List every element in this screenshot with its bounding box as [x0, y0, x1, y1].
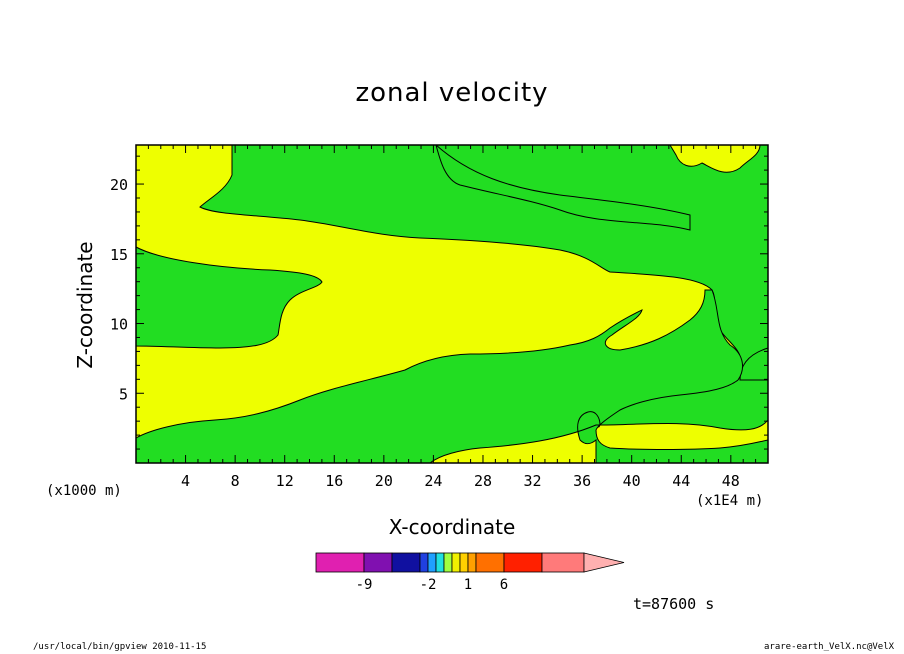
colorbar-swatch [435, 552, 445, 573]
colorbar-swatch [391, 552, 421, 573]
x-tick-label: 8 [231, 472, 240, 490]
x-tick-label: 16 [325, 472, 343, 490]
y-tick-label: 15 [110, 246, 128, 264]
x-tick-label: 48 [722, 472, 740, 490]
colorbar-label: 6 [500, 577, 508, 593]
footer-right: arare-earth_VelX.nc@VelX [764, 642, 895, 652]
colorbar-swatch [541, 552, 585, 573]
time-label: t=87600 s [633, 595, 715, 613]
contour-region-upper [199, 144, 769, 431]
x-tick-label: 24 [424, 472, 442, 490]
contour-region-lower [135, 289, 769, 464]
x-tick-label: 28 [474, 472, 492, 490]
x-unit-label-left: (x1000 m) [46, 483, 122, 499]
x-tick-label: 44 [672, 472, 690, 490]
colorbar-swatch [419, 552, 429, 573]
contour-region-middle [135, 246, 323, 349]
colorbar-swatch [315, 552, 365, 573]
colorbar-swatch [427, 552, 437, 573]
x-tick-label: 32 [524, 472, 542, 490]
x-axis-label: X-coordinate [388, 515, 516, 539]
colorbar-swatch [451, 552, 461, 573]
plot-frame [135, 144, 769, 464]
colorbar-swatch [475, 552, 505, 573]
x-tick-label: 4 [181, 472, 190, 490]
y-tick-label: 20 [110, 176, 128, 194]
colorbar-swatch [363, 552, 393, 573]
colorbar-label: -9 [356, 577, 373, 593]
colorbar-label: -2 [420, 577, 437, 593]
x-tick-label: 12 [276, 472, 294, 490]
y-ticks: 5 10 15 20 [110, 155, 768, 450]
x-tick-label: 36 [573, 472, 591, 490]
chart-title: zonal velocity [355, 78, 549, 108]
y-axis-label: Z-coordinate [73, 241, 97, 369]
colorbar: -9 -2 1 6 [315, 552, 625, 593]
y-tick-label: 10 [110, 316, 128, 334]
footer-left: /usr/local/bin/gpview 2010-11-15 [33, 642, 207, 652]
colorbar-label: 1 [464, 577, 472, 593]
colorbar-swatch [459, 552, 469, 573]
x-tick-label: 40 [623, 472, 641, 490]
colorbar-arrow [583, 552, 625, 573]
colorbar-swatch [503, 552, 543, 573]
colorbar-swatch [443, 552, 453, 573]
x-unit-label-right: (x1E4 m) [696, 493, 764, 509]
x-ticks: 4 8 12 16 20 24 28 32 36 40 44 48 [147, 145, 757, 490]
colorbar-swatch [467, 552, 477, 573]
y-tick-label: 5 [119, 385, 128, 403]
x-tick-label: 20 [375, 472, 393, 490]
